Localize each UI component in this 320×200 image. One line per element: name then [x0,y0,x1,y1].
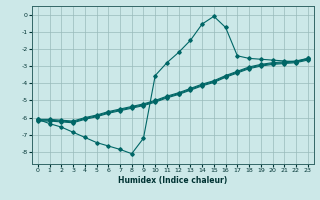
X-axis label: Humidex (Indice chaleur): Humidex (Indice chaleur) [118,176,228,185]
